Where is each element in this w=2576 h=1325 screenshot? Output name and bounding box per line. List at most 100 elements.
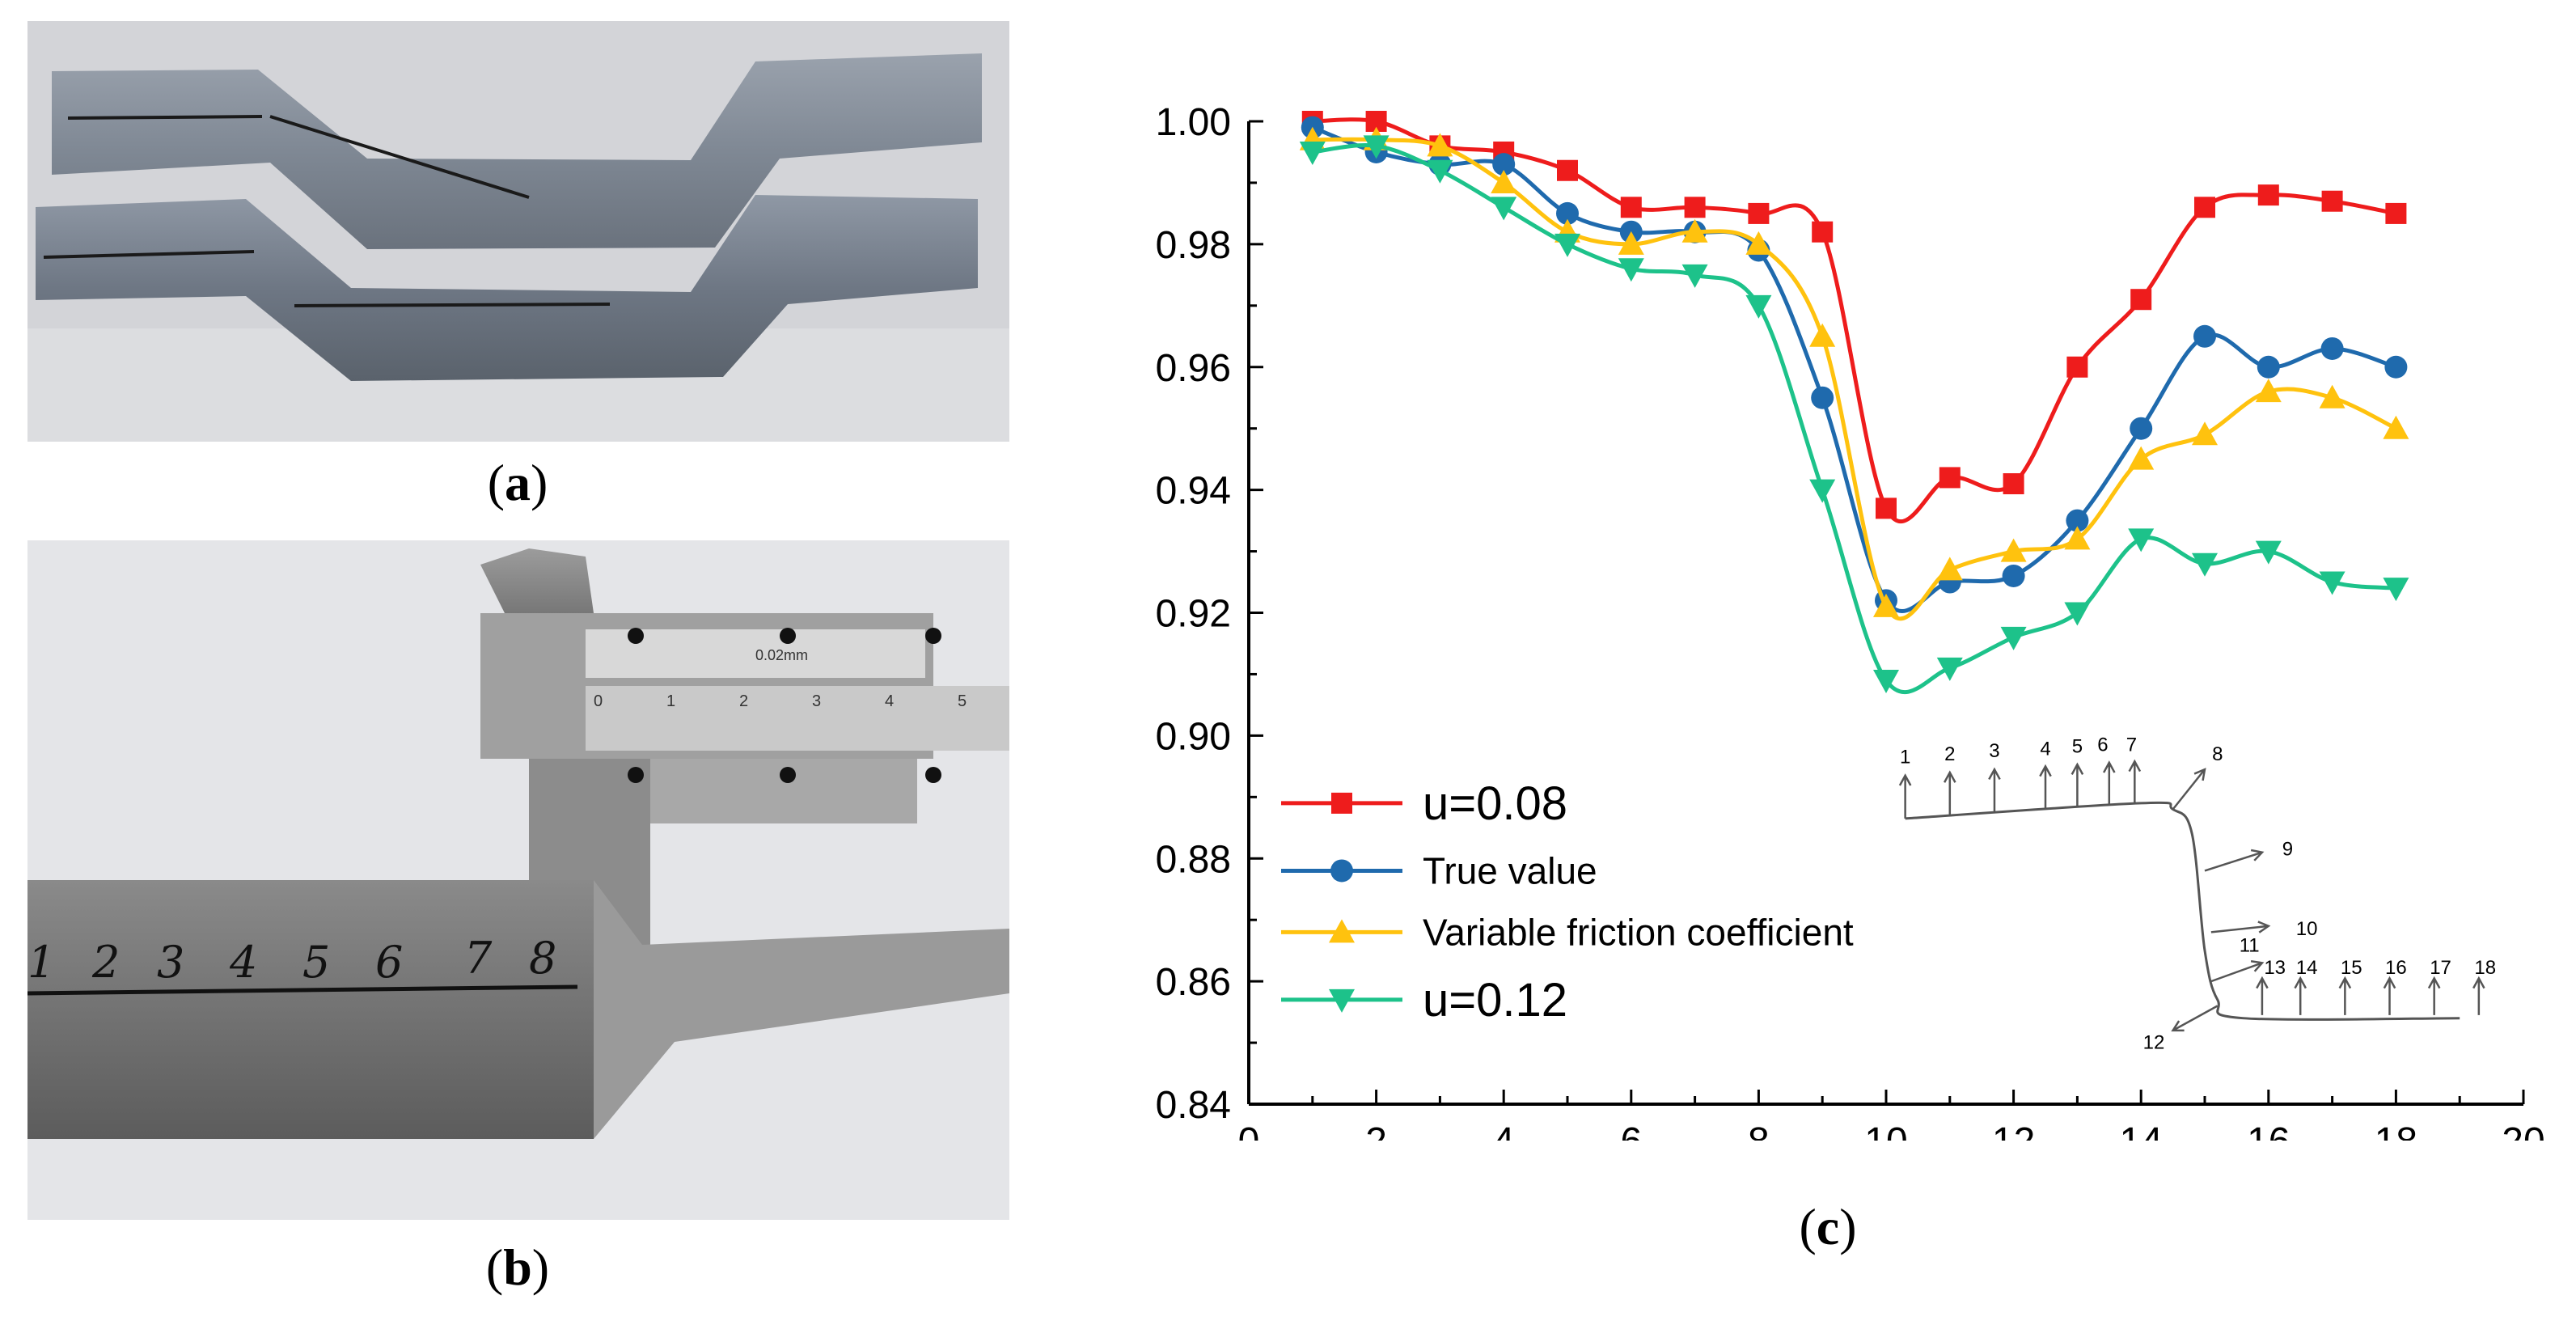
x-tick-label: 14 xyxy=(2120,1120,2163,1141)
data-point xyxy=(2128,446,2155,470)
data-point xyxy=(2383,415,2409,439)
x-tick-label: 20 xyxy=(2502,1120,2544,1141)
flange-arrow xyxy=(2210,925,2269,933)
flange-arrowhead xyxy=(1898,773,1912,786)
data-point xyxy=(2064,526,2091,550)
y-tick-label: 0.94 xyxy=(1156,470,1231,513)
svg-text:4: 4 xyxy=(885,692,894,710)
specimen-photo xyxy=(27,21,1009,442)
flange-arrowhead xyxy=(2250,849,2265,861)
y-tick-label: 0.98 xyxy=(1156,224,1231,267)
legend-label: u=0.12 xyxy=(1423,974,1567,1027)
y-tick-label: 0.86 xyxy=(1156,961,1231,1004)
specimen-photo-drawing xyxy=(27,21,1009,442)
x-tick-label: 16 xyxy=(2247,1120,2290,1141)
flange-arrowhead xyxy=(2250,959,2265,972)
data-point xyxy=(2319,571,2345,595)
flange-point-label: 13 xyxy=(2264,957,2286,979)
flange-point-label: 7 xyxy=(2126,734,2137,756)
panel-b-caption: (b) xyxy=(485,1238,550,1296)
strip-marks: 1 2 3 4 5 6 7 8 xyxy=(27,933,556,988)
data-point xyxy=(1811,386,1834,409)
series-line xyxy=(1312,117,2396,524)
data-point xyxy=(1427,133,1453,157)
data-point xyxy=(1491,197,1517,221)
data-point xyxy=(1936,657,1963,681)
flange-arrowhead xyxy=(2128,759,2142,773)
data-point xyxy=(2319,384,2345,409)
data-point xyxy=(1684,197,1706,218)
data-point xyxy=(1809,479,1836,503)
svg-text:1: 1 xyxy=(27,937,55,988)
flange-point-label: 17 xyxy=(2430,957,2451,979)
svg-text:3: 3 xyxy=(812,692,821,710)
flange-arrowhead xyxy=(2294,976,2307,989)
x-tick-label: 0 xyxy=(1238,1120,1260,1141)
data-point xyxy=(1618,231,1644,255)
data-point xyxy=(1809,323,1836,347)
series-0 xyxy=(1301,111,2407,524)
data-point xyxy=(2321,190,2343,212)
svg-text:4: 4 xyxy=(229,937,257,988)
y-tick-label: 0.96 xyxy=(1156,347,1231,390)
data-point xyxy=(2064,602,2091,626)
panel-c-caption: (c) xyxy=(1799,1198,1857,1255)
flange-arrowhead xyxy=(1943,770,1956,783)
data-point xyxy=(1427,159,1453,184)
flange-point-label: 5 xyxy=(2072,736,2083,758)
flange-point-label: 18 xyxy=(2474,957,2496,979)
legend-marker xyxy=(1330,859,1353,883)
data-point xyxy=(2003,473,2024,495)
panel-a-letter: a xyxy=(505,454,531,511)
data-point xyxy=(2002,564,2025,587)
data-point xyxy=(1681,218,1708,243)
x-tick-label: 12 xyxy=(1992,1120,2035,1141)
data-point xyxy=(2128,528,2155,552)
flange-point-label: 14 xyxy=(2296,957,2318,979)
chart-legend: u=0.08 True value Variable friction coeff… xyxy=(1281,777,1854,1027)
data-point xyxy=(2066,509,2089,532)
data-point xyxy=(1876,497,1897,519)
y-tick-label: 0.90 xyxy=(1156,715,1231,758)
data-point xyxy=(2193,324,2216,348)
panel-a-caption: (a) xyxy=(487,454,548,511)
caliper-scale: 0 1 2 3 4 5 xyxy=(594,692,967,710)
legend-label: u=0.08 xyxy=(1423,777,1567,830)
flange-arrowhead xyxy=(1988,767,2001,781)
flange-arrowhead xyxy=(2071,762,2084,775)
legend-marker xyxy=(1331,792,1352,814)
legend-label: Variable friction coefficient xyxy=(1423,911,1854,953)
svg-text:8: 8 xyxy=(529,933,556,984)
series-3 xyxy=(1299,135,2409,694)
flange-point-label: 12 xyxy=(2143,1032,2165,1054)
svg-text:2: 2 xyxy=(91,937,120,988)
data-point xyxy=(2255,540,2282,565)
data-point xyxy=(2000,626,2027,650)
x-tick-label: 18 xyxy=(2375,1120,2417,1141)
panel-c-letter: c xyxy=(1816,1198,1840,1255)
data-point xyxy=(2383,578,2409,602)
data-point xyxy=(2385,202,2407,224)
svg-text:5: 5 xyxy=(958,692,967,710)
flange-arrowhead xyxy=(2383,976,2396,989)
data-point xyxy=(1745,231,1772,255)
svg-text:3: 3 xyxy=(157,937,184,988)
legend-marker xyxy=(1329,988,1355,1013)
caliper-photo-drawing: 0.02mm 0 1 2 3 4 5 1 2 3 4 5 6 7 8 xyxy=(27,540,1009,1220)
data-point xyxy=(1554,233,1580,257)
data-point xyxy=(2192,421,2218,446)
data-point xyxy=(1748,202,1770,224)
svg-text:5: 5 xyxy=(302,937,330,988)
data-point xyxy=(2192,552,2218,577)
y-tick-label: 0.84 xyxy=(1156,1084,1231,1127)
data-point xyxy=(1620,197,1642,218)
data-point xyxy=(1936,557,1963,581)
y-tick-label: 0.88 xyxy=(1156,838,1231,881)
data-point xyxy=(2066,356,2088,378)
flange-point-label: 16 xyxy=(2385,957,2407,979)
caliper-photo: 0.02mm 0 1 2 3 4 5 1 2 3 4 5 6 7 8 xyxy=(27,540,1009,1220)
data-point xyxy=(2255,379,2282,403)
data-point xyxy=(2194,197,2215,218)
data-point xyxy=(1557,159,1578,181)
flange-arrowhead xyxy=(2102,760,2116,773)
